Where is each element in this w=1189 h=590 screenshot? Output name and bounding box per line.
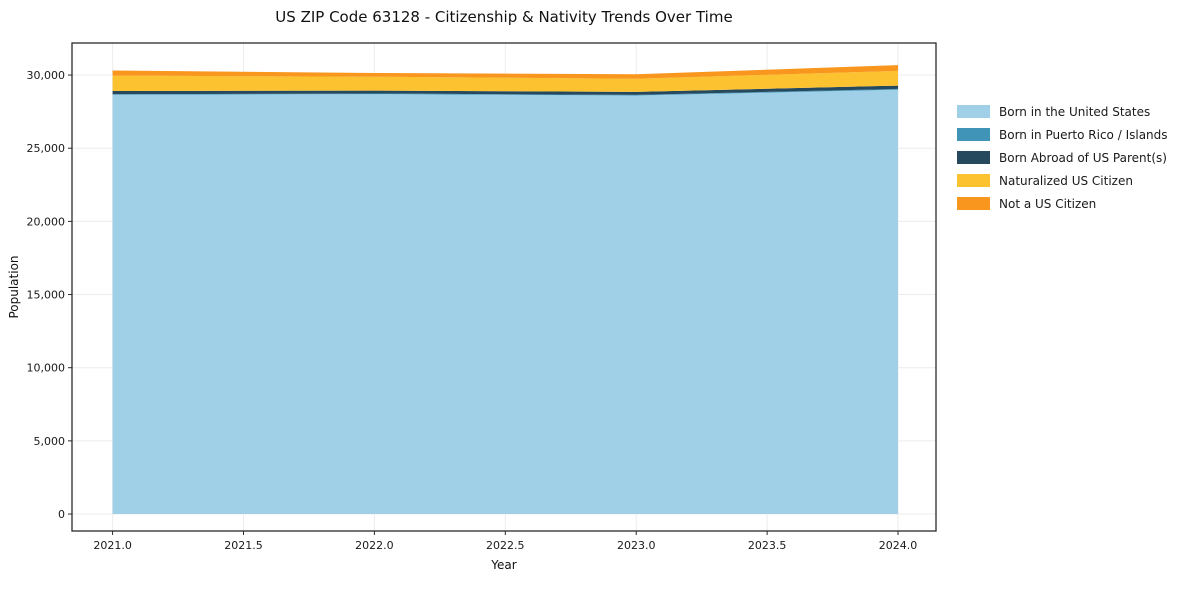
y-axis-label: Population bbox=[7, 255, 21, 319]
area-series-0 bbox=[112, 89, 899, 514]
x-axis-label: Year bbox=[491, 558, 517, 572]
legend-label: Born in Puerto Rico / Islands bbox=[999, 127, 1168, 142]
legend-swatch bbox=[957, 105, 990, 118]
x-tick-label: 2024.0 bbox=[879, 539, 918, 552]
area-series-4 bbox=[112, 65, 899, 79]
y-tick-label: 30,000 bbox=[27, 69, 66, 82]
legend-item: Not a US Citizen bbox=[957, 194, 1168, 213]
legend-item: Born in the United States bbox=[957, 102, 1168, 121]
x-tick-label: 2023.0 bbox=[617, 539, 656, 552]
legend-swatch bbox=[957, 151, 990, 164]
legend-item: Born in Puerto Rico / Islands bbox=[957, 125, 1168, 144]
legend-label: Not a US Citizen bbox=[999, 196, 1097, 211]
y-tick-label: 5,000 bbox=[34, 435, 66, 448]
legend-swatch bbox=[957, 174, 990, 187]
x-tick-label: 2021.5 bbox=[224, 539, 263, 552]
y-tick-label: 25,000 bbox=[27, 142, 66, 155]
legend-swatch bbox=[957, 128, 990, 141]
plot-border bbox=[71, 42, 937, 532]
legend-label: Born in the United States bbox=[999, 104, 1151, 119]
y-tick-label: 0 bbox=[58, 508, 65, 521]
legend-label: Naturalized US Citizen bbox=[999, 173, 1133, 188]
y-tick-label: 20,000 bbox=[27, 215, 66, 228]
area-series-2 bbox=[112, 85, 899, 95]
y-tick-label: 10,000 bbox=[27, 362, 66, 375]
legend-swatch bbox=[957, 197, 990, 210]
x-tick-label: 2022.5 bbox=[486, 539, 525, 552]
area-series-3 bbox=[112, 70, 899, 92]
legend: Born in the United States Born in Puerto … bbox=[957, 102, 1168, 213]
x-tick-label: 2022.0 bbox=[355, 539, 394, 552]
legend-label: Born Abroad of US Parent(s) bbox=[999, 150, 1167, 165]
x-tick-label: 2021.0 bbox=[93, 539, 132, 552]
chart-title: US ZIP Code 63128 - Citizenship & Nativi… bbox=[275, 8, 733, 26]
legend-item: Naturalized US Citizen bbox=[957, 171, 1168, 190]
legend-item: Born Abroad of US Parent(s) bbox=[957, 148, 1168, 167]
area-series-1 bbox=[112, 88, 899, 96]
x-tick-label: 2023.5 bbox=[748, 539, 787, 552]
y-tick-label: 15,000 bbox=[27, 289, 66, 302]
